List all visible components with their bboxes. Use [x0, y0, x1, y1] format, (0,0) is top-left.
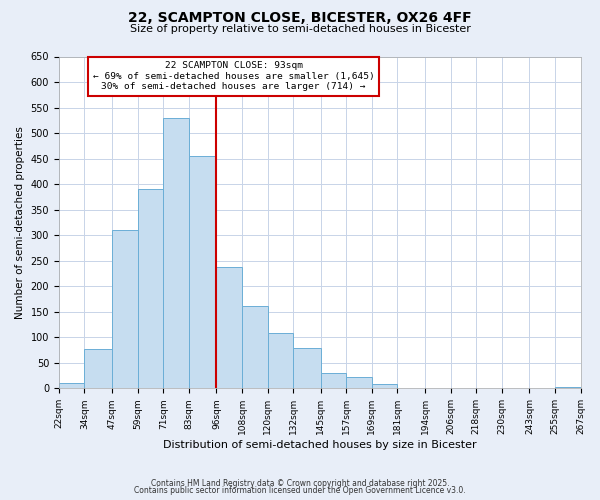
- Text: Size of property relative to semi-detached houses in Bicester: Size of property relative to semi-detach…: [130, 24, 470, 34]
- Bar: [346, 377, 372, 388]
- Bar: [85, 348, 112, 389]
- Text: 22, SCAMPTON CLOSE, BICESTER, OX26 4FF: 22, SCAMPTON CLOSE, BICESTER, OX26 4FF: [128, 12, 472, 26]
- Text: Contains HM Land Registry data © Crown copyright and database right 2025.: Contains HM Land Registry data © Crown c…: [151, 478, 449, 488]
- Text: 22 SCAMPTON CLOSE: 93sqm
← 69% of semi-detached houses are smaller (1,645)
30% o: 22 SCAMPTON CLOSE: 93sqm ← 69% of semi-d…: [93, 62, 374, 92]
- Bar: [137, 189, 163, 388]
- Bar: [112, 230, 137, 388]
- Bar: [242, 306, 268, 388]
- Bar: [293, 348, 321, 389]
- X-axis label: Distribution of semi-detached houses by size in Bicester: Distribution of semi-detached houses by …: [163, 440, 476, 450]
- Bar: [268, 333, 293, 388]
- Bar: [372, 384, 397, 388]
- Text: Contains public sector information licensed under the Open Government Licence v3: Contains public sector information licen…: [134, 486, 466, 495]
- Bar: [59, 383, 85, 388]
- Bar: [189, 156, 217, 388]
- Bar: [321, 373, 346, 388]
- Bar: [217, 267, 242, 388]
- Bar: [163, 118, 189, 388]
- Y-axis label: Number of semi-detached properties: Number of semi-detached properties: [15, 126, 25, 319]
